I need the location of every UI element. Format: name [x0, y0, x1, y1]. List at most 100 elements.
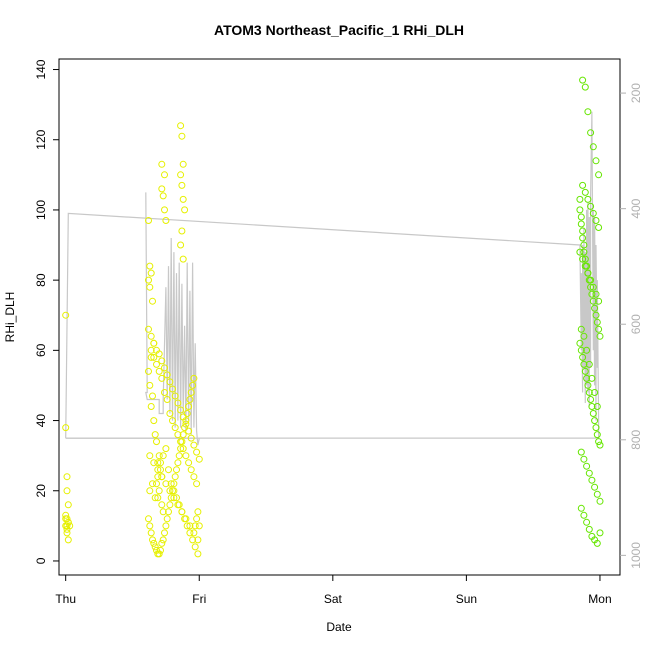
x-tick-label: Thu — [55, 592, 76, 606]
data-point — [162, 445, 170, 453]
data-point — [591, 483, 599, 491]
data-point — [588, 476, 596, 484]
data-point — [171, 424, 179, 432]
data-point — [591, 389, 599, 396]
data-point — [154, 494, 162, 502]
data-point — [596, 332, 604, 340]
data-point — [591, 417, 599, 425]
data-point — [145, 276, 152, 284]
data-point — [595, 297, 603, 305]
data-point — [591, 304, 599, 312]
data-point — [146, 522, 154, 530]
data-point — [583, 346, 591, 354]
data-point — [165, 466, 172, 474]
data-point — [165, 508, 172, 516]
data-point — [158, 357, 166, 365]
data-point — [186, 396, 194, 403]
data-point — [595, 224, 603, 231]
data-point — [62, 511, 70, 519]
data-point — [596, 497, 604, 505]
data-point — [185, 403, 193, 410]
data-point — [153, 360, 160, 368]
x-tick-label: Fri — [192, 592, 206, 606]
data-point — [181, 424, 189, 432]
data-point — [155, 487, 163, 495]
data-point — [581, 83, 589, 91]
data-point — [149, 480, 156, 488]
data-point — [182, 452, 190, 460]
y-axis: 0 20 40 60 80 100 120 140 — [34, 59, 59, 564]
data-point — [170, 494, 178, 502]
data-point — [155, 550, 163, 558]
data-point — [195, 455, 203, 463]
data-point — [589, 143, 597, 151]
data-point — [169, 417, 176, 425]
data-point — [580, 332, 588, 340]
data-point — [178, 508, 186, 516]
data-point — [182, 515, 190, 523]
data-point — [174, 431, 182, 439]
data-point — [189, 536, 197, 544]
data-point — [178, 227, 186, 235]
data-point — [193, 480, 201, 488]
x-tick-label: Sun — [456, 592, 477, 606]
data-point — [147, 529, 155, 537]
data-point — [63, 487, 71, 495]
data-point — [584, 269, 592, 277]
data-point — [63, 529, 71, 537]
data-point — [147, 403, 155, 410]
data-point — [63, 473, 71, 481]
y-tick-label: 120 — [34, 129, 48, 149]
data-point — [179, 160, 187, 168]
data-point — [576, 339, 584, 347]
data-point — [149, 297, 156, 305]
data-point — [579, 234, 587, 242]
data-point — [589, 283, 597, 291]
data-point — [583, 374, 591, 382]
data-point — [593, 431, 601, 439]
data-point — [592, 311, 600, 319]
data-point — [177, 406, 185, 414]
y-tick-label: 0 — [34, 557, 48, 564]
data-point — [577, 220, 585, 228]
data-point — [592, 290, 600, 298]
data-point — [587, 396, 595, 403]
data-point — [584, 381, 592, 389]
data-point — [589, 410, 597, 417]
x-axis-label: Date — [326, 620, 352, 634]
data-point — [589, 209, 597, 217]
data-point — [584, 108, 592, 116]
data-point — [577, 346, 585, 354]
data-point — [147, 332, 155, 340]
data-point — [167, 494, 175, 502]
data-point — [585, 360, 593, 368]
data-point — [150, 339, 158, 347]
data-point — [171, 473, 179, 481]
data-point — [153, 480, 160, 488]
data-point — [190, 473, 198, 481]
data-point — [179, 413, 187, 421]
data-point — [576, 195, 584, 203]
series-line — [65, 111, 600, 439]
data-point — [189, 381, 197, 389]
data-point — [193, 515, 201, 523]
y-tick-label: 40 — [34, 414, 48, 428]
scatter-points — [62, 76, 604, 558]
data-point — [587, 129, 595, 137]
data-point — [577, 448, 585, 456]
x-tick-label: Sat — [324, 592, 343, 606]
data-point — [163, 371, 171, 379]
y-tick-label: 60 — [34, 343, 48, 357]
data-point — [596, 441, 604, 449]
data-point — [194, 550, 202, 558]
data-point — [183, 522, 191, 530]
data-point — [150, 459, 158, 467]
data-point — [66, 522, 74, 530]
y2-tick-label: 600 — [629, 314, 643, 334]
data-point — [576, 206, 584, 214]
data-point — [585, 469, 593, 477]
data-point — [146, 283, 154, 291]
data-point — [579, 255, 587, 263]
data-point — [593, 490, 601, 498]
